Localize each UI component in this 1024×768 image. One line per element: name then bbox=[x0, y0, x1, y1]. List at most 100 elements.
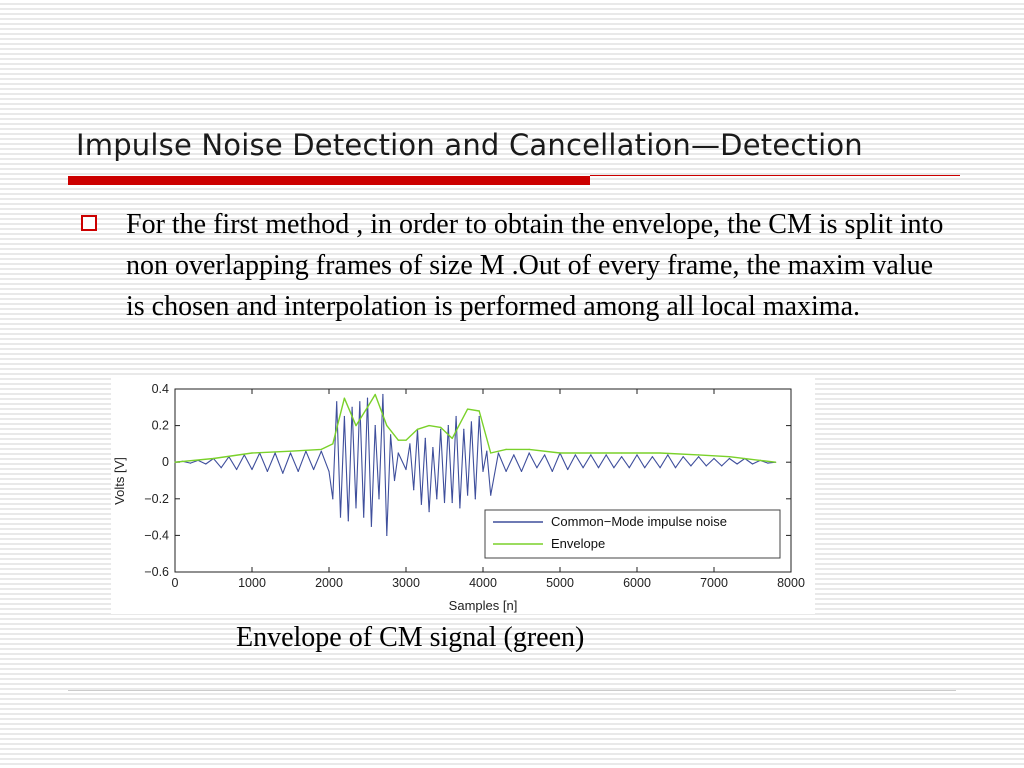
x-tick-label: 7000 bbox=[700, 576, 728, 590]
title-underline bbox=[590, 175, 960, 176]
noise-point bbox=[436, 498, 438, 500]
chart-figure: 0.4 0.2 0 −0.2 −0.4 −0.6 0 1000 2000 3000 4000 500… bbox=[111, 378, 815, 614]
noise-point bbox=[613, 467, 615, 469]
series-layer bbox=[174, 393, 777, 536]
envelope-point bbox=[366, 406, 369, 408]
legend-label-noise: Common−Mode impulse noise bbox=[551, 514, 727, 529]
envelope-point bbox=[343, 397, 345, 399]
y-tick-label: −0.2 bbox=[144, 492, 169, 506]
y-tick-label: 0 bbox=[162, 455, 169, 469]
square-bullet-icon bbox=[81, 215, 97, 231]
noise-point bbox=[467, 494, 469, 496]
noise-point bbox=[432, 447, 434, 449]
noise-point bbox=[644, 467, 646, 469]
noise-point bbox=[374, 425, 376, 427]
noise-point bbox=[713, 457, 715, 460]
noise-point bbox=[478, 415, 480, 418]
envelope-point bbox=[428, 425, 430, 427]
x-tick-label: 3000 bbox=[392, 576, 420, 590]
noise-point bbox=[251, 468, 253, 471]
envelope-point bbox=[559, 452, 561, 454]
noise-point bbox=[236, 468, 238, 471]
noise-point bbox=[551, 470, 553, 472]
noise-point bbox=[443, 501, 446, 504]
noise-point bbox=[339, 516, 342, 518]
noise-point bbox=[413, 489, 415, 491]
figure-caption: Envelope of CM signal (green) bbox=[236, 622, 585, 653]
envelope-point bbox=[659, 452, 661, 454]
noise-point bbox=[505, 470, 507, 472]
envelope-point bbox=[405, 439, 407, 441]
x-axis-ticks: 0 1000 2000 3000 4000 5000 6000 7000 8000 bbox=[172, 389, 805, 590]
envelope-point bbox=[416, 428, 419, 430]
noise-point bbox=[567, 468, 569, 471]
envelope-point bbox=[775, 461, 777, 463]
noise-point bbox=[393, 479, 396, 482]
noise-point bbox=[767, 462, 769, 464]
noise-point bbox=[682, 456, 684, 458]
noise-point bbox=[347, 520, 349, 522]
noise-point bbox=[674, 467, 677, 469]
noise-point bbox=[274, 452, 276, 454]
noise-point bbox=[424, 437, 426, 439]
noise-point bbox=[513, 454, 515, 456]
noise-point bbox=[605, 454, 607, 456]
noise-point bbox=[189, 462, 191, 464]
noise-point bbox=[297, 470, 299, 472]
noise-point bbox=[490, 494, 492, 496]
noise-point bbox=[351, 406, 353, 408]
noise-point bbox=[397, 452, 399, 454]
noise-point bbox=[528, 452, 530, 454]
noise-point bbox=[328, 470, 330, 472]
y-axis-label: Volts [V] bbox=[112, 457, 127, 505]
envelope-point bbox=[759, 459, 761, 461]
legend-box bbox=[484, 509, 781, 559]
footer-rule bbox=[68, 690, 956, 691]
noise-point bbox=[574, 454, 576, 456]
noise-point bbox=[440, 428, 442, 430]
noise-point bbox=[320, 450, 322, 452]
noise-point bbox=[343, 415, 345, 418]
noise-point bbox=[420, 503, 422, 505]
y-tick-label: 0.4 bbox=[152, 382, 169, 396]
noise-point bbox=[386, 534, 388, 536]
noise-point bbox=[721, 465, 723, 467]
noise-point bbox=[355, 507, 357, 509]
envelope-point bbox=[320, 448, 322, 450]
noise-point bbox=[313, 468, 315, 471]
chart-legend: Common−Mode impulse noise Envelope bbox=[484, 509, 781, 559]
envelope-point bbox=[289, 450, 292, 452]
series-line-envelope bbox=[174, 393, 776, 463]
x-tick-label: 5000 bbox=[546, 576, 574, 590]
x-tick-label: 0 bbox=[172, 576, 179, 590]
y-tick-label: 0.2 bbox=[152, 419, 169, 433]
envelope-point bbox=[698, 454, 700, 456]
envelope-point bbox=[355, 425, 357, 427]
x-tick-label: 4000 bbox=[469, 576, 497, 590]
noise-point bbox=[359, 401, 361, 403]
envelope-point bbox=[590, 452, 592, 454]
envelope-point bbox=[374, 393, 376, 396]
noise-point bbox=[636, 454, 638, 456]
x-tick-label: 8000 bbox=[777, 576, 805, 590]
noise-point bbox=[536, 467, 538, 469]
envelope-point bbox=[440, 426, 442, 428]
noise-point bbox=[621, 456, 623, 458]
x-tick-label: 2000 bbox=[315, 576, 343, 590]
noise-point bbox=[659, 467, 661, 469]
noise-point bbox=[582, 467, 584, 469]
legend-label-envelope: Envelope bbox=[551, 536, 605, 551]
noise-point bbox=[590, 454, 592, 456]
noise-point bbox=[409, 443, 411, 445]
noise-point bbox=[390, 434, 392, 436]
envelope-point bbox=[528, 448, 530, 450]
noise-point bbox=[205, 463, 207, 465]
noise-point bbox=[628, 467, 630, 469]
noise-point bbox=[459, 507, 461, 509]
noise-point bbox=[690, 465, 692, 467]
noise-point bbox=[486, 450, 488, 452]
envelope-point bbox=[386, 425, 388, 427]
y-tick-label: −0.6 bbox=[144, 565, 169, 579]
noise-point bbox=[474, 498, 476, 500]
bullet-text: For the first method , in order to obtai… bbox=[126, 209, 944, 322]
